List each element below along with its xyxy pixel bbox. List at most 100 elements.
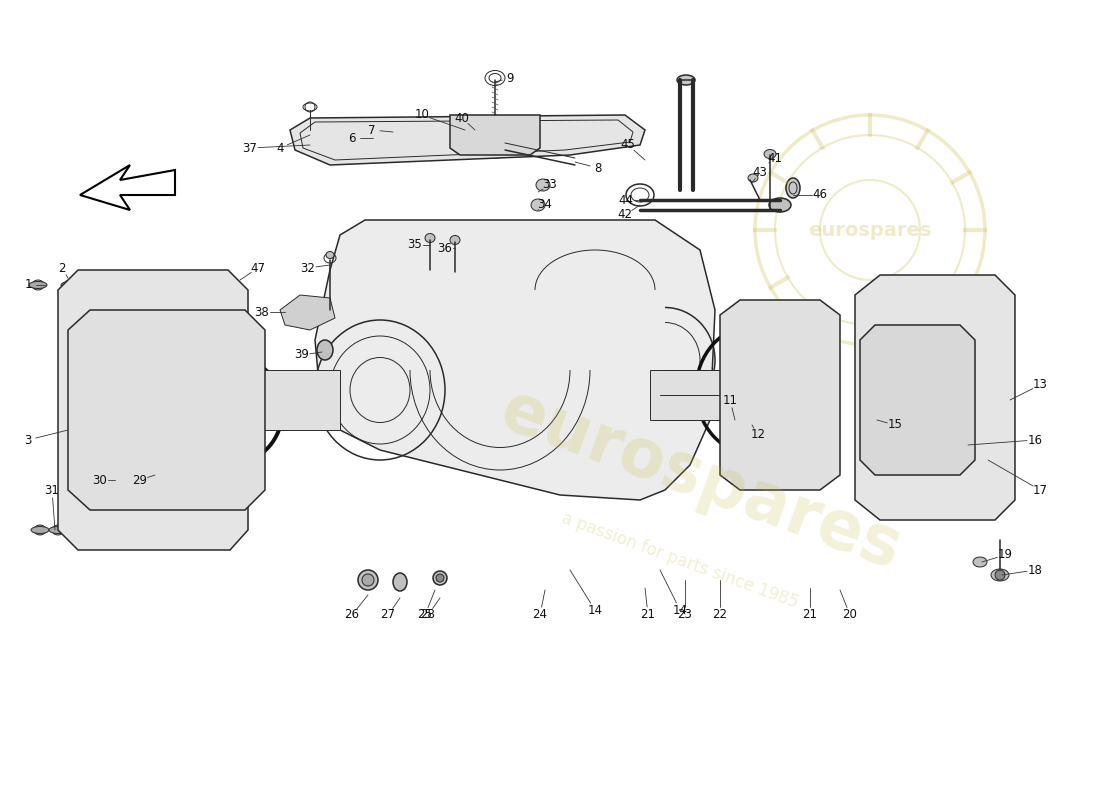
Text: 18: 18 — [1027, 563, 1043, 577]
Text: 21: 21 — [803, 609, 817, 622]
Ellipse shape — [991, 569, 1009, 581]
Ellipse shape — [748, 174, 758, 182]
Ellipse shape — [31, 526, 50, 534]
Text: 8: 8 — [594, 162, 602, 174]
Text: 24: 24 — [532, 609, 548, 622]
Text: 21: 21 — [640, 609, 656, 622]
Polygon shape — [290, 115, 645, 165]
Circle shape — [729, 418, 741, 430]
Ellipse shape — [32, 280, 44, 290]
Text: 10: 10 — [415, 109, 429, 122]
Ellipse shape — [326, 251, 334, 258]
Text: 46: 46 — [813, 189, 827, 202]
Ellipse shape — [433, 571, 447, 585]
Text: 2: 2 — [58, 262, 66, 274]
Text: 4: 4 — [276, 142, 284, 154]
Ellipse shape — [676, 75, 695, 85]
Text: 25: 25 — [418, 609, 432, 622]
Text: 40: 40 — [454, 111, 470, 125]
Text: 30: 30 — [92, 474, 108, 486]
Text: 44: 44 — [618, 194, 634, 206]
Text: 32: 32 — [300, 262, 316, 274]
Circle shape — [117, 456, 129, 468]
Circle shape — [987, 492, 1003, 508]
Text: 35: 35 — [408, 238, 422, 251]
Text: 20: 20 — [843, 609, 857, 622]
Polygon shape — [860, 325, 975, 475]
Polygon shape — [280, 295, 336, 330]
Circle shape — [820, 418, 830, 430]
Circle shape — [150, 280, 160, 290]
Ellipse shape — [64, 280, 76, 290]
Ellipse shape — [536, 179, 550, 191]
Text: 28: 28 — [420, 609, 436, 622]
Text: 16: 16 — [1027, 434, 1043, 446]
Text: 23: 23 — [678, 609, 692, 622]
Ellipse shape — [436, 574, 444, 582]
Circle shape — [305, 102, 315, 112]
Text: 34: 34 — [538, 198, 552, 211]
Ellipse shape — [531, 199, 544, 211]
Polygon shape — [720, 300, 840, 490]
Circle shape — [867, 492, 883, 508]
Circle shape — [73, 288, 87, 302]
Circle shape — [204, 362, 216, 374]
Text: 36: 36 — [438, 242, 452, 254]
Polygon shape — [210, 370, 340, 430]
Text: 37: 37 — [243, 142, 257, 154]
Ellipse shape — [764, 150, 776, 158]
Circle shape — [73, 520, 87, 534]
Text: 12: 12 — [750, 429, 766, 442]
Text: eurospares: eurospares — [808, 221, 932, 239]
Text: 31: 31 — [45, 483, 59, 497]
Ellipse shape — [317, 340, 333, 360]
Circle shape — [362, 574, 374, 586]
Text: 41: 41 — [768, 151, 782, 165]
Text: 43: 43 — [752, 166, 768, 178]
Text: 1: 1 — [24, 278, 32, 291]
Text: 6: 6 — [349, 131, 355, 145]
Text: 3: 3 — [24, 434, 32, 446]
Circle shape — [987, 292, 1003, 308]
Text: 47: 47 — [251, 262, 265, 274]
Polygon shape — [650, 370, 820, 420]
Ellipse shape — [393, 573, 407, 591]
Text: 38: 38 — [254, 306, 270, 318]
Text: 13: 13 — [1033, 378, 1047, 391]
Text: a passion for parts since 1985: a passion for parts since 1985 — [559, 509, 801, 611]
Ellipse shape — [29, 282, 47, 289]
Text: 45: 45 — [620, 138, 636, 151]
Circle shape — [233, 405, 243, 415]
Circle shape — [117, 362, 129, 374]
Text: 9: 9 — [506, 71, 514, 85]
Text: eurospares: eurospares — [491, 377, 910, 583]
Text: 7: 7 — [368, 123, 376, 137]
Text: 14: 14 — [587, 603, 603, 617]
Text: 29: 29 — [132, 474, 147, 486]
Text: 15: 15 — [888, 418, 902, 431]
Text: 33: 33 — [542, 178, 558, 191]
Circle shape — [150, 530, 160, 540]
Circle shape — [358, 570, 378, 590]
Text: 26: 26 — [344, 609, 360, 622]
Text: 17: 17 — [1033, 483, 1047, 497]
Ellipse shape — [786, 178, 800, 198]
Ellipse shape — [482, 132, 508, 152]
Polygon shape — [68, 310, 265, 510]
Circle shape — [221, 520, 235, 534]
Circle shape — [867, 292, 883, 308]
Ellipse shape — [475, 126, 515, 158]
Polygon shape — [315, 220, 715, 500]
Polygon shape — [58, 270, 248, 550]
Circle shape — [204, 456, 216, 468]
Circle shape — [820, 361, 830, 373]
Polygon shape — [855, 275, 1015, 520]
Text: 42: 42 — [617, 209, 632, 222]
Text: 27: 27 — [381, 609, 396, 622]
Ellipse shape — [769, 198, 791, 212]
Text: 11: 11 — [723, 394, 737, 406]
Circle shape — [729, 361, 741, 373]
Ellipse shape — [50, 526, 67, 534]
Ellipse shape — [425, 234, 435, 242]
Polygon shape — [80, 165, 175, 210]
